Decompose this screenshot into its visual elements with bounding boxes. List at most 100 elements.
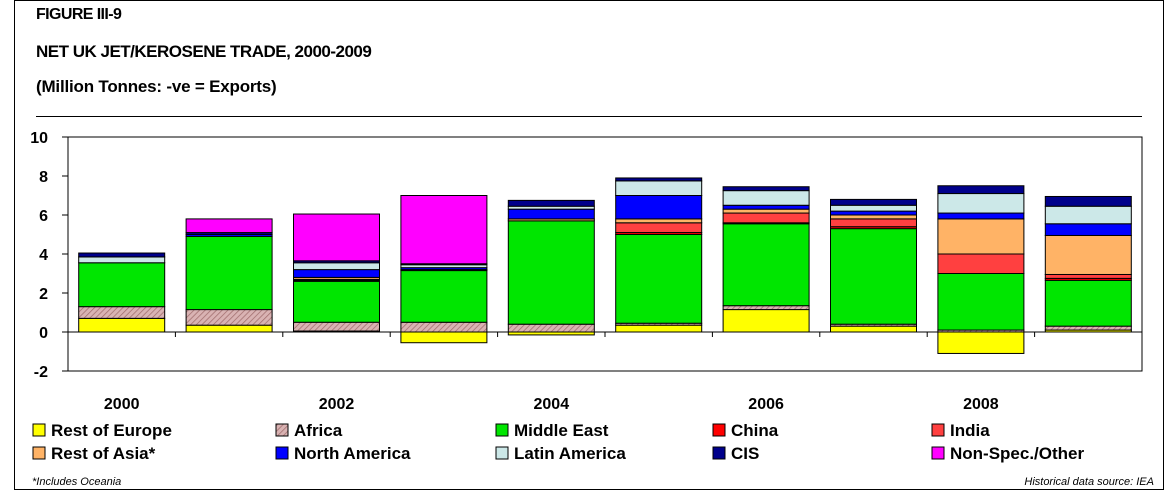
bar-north-america-2008: [937, 212, 1025, 220]
bar-rest-of-europe-2005: [615, 324, 703, 333]
bar-india-2005: [615, 222, 703, 234]
y-tick-label: -2: [34, 364, 48, 381]
y-tick-label: 10: [30, 130, 48, 147]
x-tick-label: 2008: [963, 396, 999, 413]
legend-label-africa: Africa: [294, 421, 343, 440]
bar-cis-2006: [722, 186, 810, 192]
legend-swatch-rest-of-asia: [32, 446, 46, 460]
legend-swatch-middle-east: [495, 423, 509, 437]
bar-middle-east-2006: [722, 223, 810, 307]
chart-units: (Million Tonnes: -ve = Exports): [36, 77, 277, 96]
bar-latin-america-2000: [78, 256, 166, 264]
bar-cis-2008: [937, 185, 1025, 195]
bar-north-america-2007: [830, 210, 917, 216]
legend-swatch-non-spec-other: [931, 446, 945, 460]
bar-africa-2009: [1044, 325, 1132, 331]
legend-swatch-latin-america: [495, 446, 509, 460]
figure-frame: [14, 0, 1164, 490]
bar-middle-east-2002: [293, 280, 380, 323]
x-tick-label: 2006: [748, 396, 784, 413]
bar-cis-2000: [78, 252, 166, 258]
legend-label-cis: CIS: [731, 444, 759, 463]
bar-north-america-2005: [615, 195, 703, 220]
legend: Rest of Europe Africa Middle East China Indi…: [32, 421, 1085, 463]
bar-north-america-2004: [507, 208, 595, 220]
bar-non-spec-other-2003: [400, 195, 488, 265]
legend-label-india: India: [950, 421, 990, 440]
bar-india-2009: [1044, 273, 1132, 279]
bar-cis-2004: [507, 199, 595, 207]
chart-title: NET UK JET/KEROSENE TRADE, 2000-2009: [36, 42, 372, 61]
legend-swatch-north-america: [275, 446, 289, 460]
bar-africa-2003: [400, 321, 488, 333]
bar-india-2008: [937, 253, 1025, 274]
bar-cis-2007: [830, 198, 917, 206]
y-tick-label: 6: [39, 208, 48, 225]
x-tick-label: 2002: [319, 396, 355, 413]
bar-africa-2001: [185, 309, 273, 326]
legend-swatch-africa: [275, 423, 289, 437]
legend-swatch-india: [931, 423, 945, 437]
bar-north-america-2009: [1044, 223, 1132, 236]
y-tick-label: 2: [39, 286, 48, 303]
bar-non-spec-other-2002: [293, 213, 380, 262]
bar-latin-america-2005: [615, 180, 703, 196]
legend-label-non-spec-other: Non-Spec./Other: [950, 444, 1085, 463]
bar-north-america-2006: [722, 204, 810, 210]
bar-middle-east-2003: [400, 270, 488, 323]
bar-africa-2004: [507, 323, 595, 333]
bar-middle-east-2001: [185, 235, 273, 311]
legend-label-rest-of-europe: Rest of Europe: [51, 421, 172, 440]
bar-rest-of-asia-2006: [722, 208, 810, 214]
bar-rest-of-europe-2000: [78, 317, 166, 333]
bar-rest-of-asia-2005: [615, 218, 703, 224]
legend-label-north-america: North America: [294, 444, 411, 463]
bar-latin-america-2007: [830, 204, 917, 212]
bar-rest-of-europe-2007: [830, 325, 917, 333]
bar-latin-america-2002: [293, 262, 380, 271]
legend-swatch-china: [712, 423, 726, 437]
axis-layer: -2 0 2 4 6 8 10 2000 2002 2004 2006 2008: [30, 130, 1143, 413]
bar-middle-east-2007: [830, 228, 917, 325]
bar-middle-east-2008: [937, 273, 1025, 331]
footnote-oceania: *Includes Oceania: [32, 476, 122, 488]
legend-label-latin-america: Latin America: [514, 444, 626, 463]
bar-rest-of-europe-2003: [400, 331, 488, 344]
bar-india-2007: [830, 218, 917, 228]
legend-label-rest-of-asia: Rest of Asia*: [51, 444, 156, 463]
y-tick-label: 4: [39, 247, 48, 264]
legend-swatch-cis: [712, 446, 726, 460]
bar-non-spec-other-2001: [185, 218, 273, 234]
legend-swatch-rest-of-europe: [32, 423, 46, 437]
bar-middle-east-2005: [615, 234, 703, 324]
bar-rest-of-asia-2007: [830, 214, 917, 220]
bar-africa-2006: [722, 305, 810, 311]
bar-india-2006: [722, 212, 810, 224]
bar-cis-2009: [1044, 195, 1132, 207]
bar-latin-america-2008: [937, 193, 1025, 214]
bar-layer: [78, 177, 1132, 354]
bar-rest-of-europe-2008: [937, 331, 1025, 354]
bar-rest-of-europe-2006: [722, 309, 810, 333]
bar-latin-america-2009: [1044, 205, 1132, 225]
bar-rest-of-europe-2001: [185, 324, 273, 333]
bar-africa-2000: [78, 306, 166, 319]
legend-label-middle-east: Middle East: [514, 421, 609, 440]
bar-north-america-2002: [293, 269, 380, 278]
bar-africa-2002: [293, 321, 380, 332]
bar-middle-east-2009: [1044, 279, 1132, 327]
y-tick-label: 8: [39, 169, 48, 186]
bar-latin-america-2006: [722, 190, 810, 206]
title-rule: [36, 116, 1142, 117]
x-tick-label: 2000: [104, 396, 140, 413]
bar-rest-of-asia-2009: [1044, 234, 1132, 275]
y-tick-label: 0: [39, 325, 48, 342]
bar-cis-2005: [615, 177, 703, 182]
bar-middle-east-2000: [78, 262, 166, 308]
bar-rest-of-asia-2008: [937, 218, 1025, 255]
legend-label-china: China: [731, 421, 779, 440]
figure-number: FIGURE III-9: [36, 6, 122, 23]
footnote-source: Historical data source: IEA: [1024, 476, 1154, 488]
bar-middle-east-2004: [507, 220, 595, 325]
